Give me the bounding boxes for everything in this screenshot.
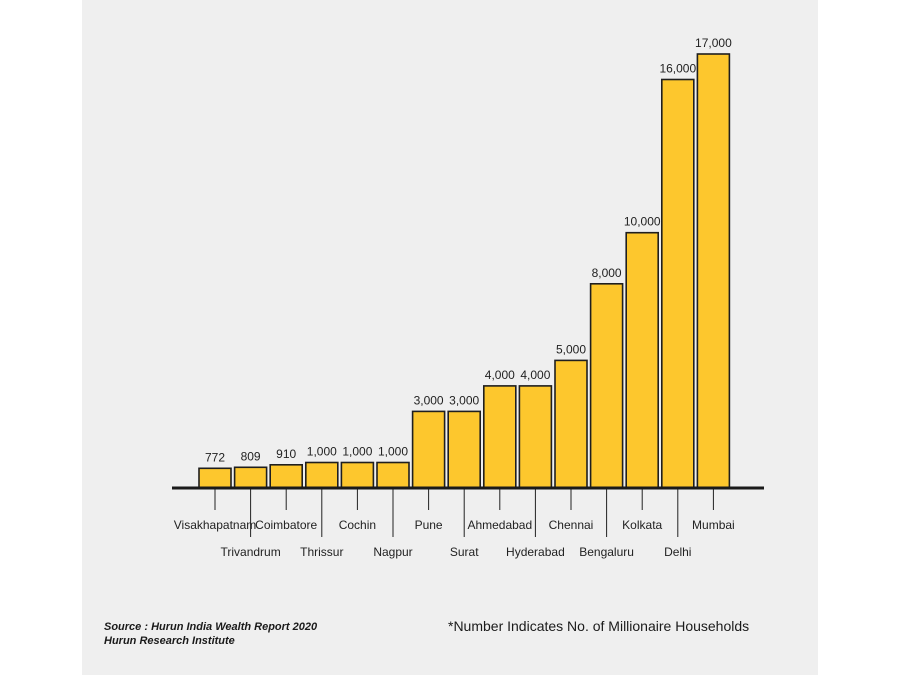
- category-label-thrissur: Thrissur: [300, 545, 343, 559]
- bar-kolkata: [625, 231, 660, 489]
- bar-delhi: [660, 78, 695, 489]
- category-label-nagpur: Nagpur: [373, 545, 412, 559]
- category-label-ahmedabad: Ahmedabad: [467, 518, 532, 532]
- category-label-coimbatore: Coimbatore: [255, 518, 317, 532]
- category-label-hyderabad: Hyderabad: [506, 545, 565, 559]
- value-label-hyderabad: 4,000: [520, 368, 550, 382]
- value-label-surat: 3,000: [449, 393, 479, 407]
- value-label-kolkata: 10,000: [624, 215, 661, 229]
- value-label-nagpur: 1,000: [378, 445, 408, 459]
- source-line-2: Hurun Research Institute: [104, 635, 235, 647]
- value-label-mumbai: 17,000: [695, 36, 732, 50]
- value-label-thrissur: 1,000: [307, 445, 337, 459]
- category-label-pune: Pune: [415, 518, 443, 532]
- value-label-trivandrum: 809: [241, 449, 261, 463]
- bar-mumbai: [696, 53, 731, 489]
- bar-pune: [411, 410, 446, 489]
- value-label-pune: 3,000: [414, 393, 444, 407]
- value-label-chennai: 5,000: [556, 342, 586, 356]
- source-line-1: Source : Hurun India Wealth Report 2020: [104, 621, 318, 633]
- bar-trivandrum: [233, 466, 268, 489]
- footnote: *Number Indicates No. of Millionaire Hou…: [448, 618, 750, 634]
- bar-coimbatore: [269, 463, 304, 489]
- value-label-cochin: 1,000: [342, 445, 372, 459]
- chart-panel: [82, 0, 818, 675]
- value-label-bengaluru: 8,000: [592, 266, 622, 280]
- bar-bengaluru: [589, 282, 624, 489]
- category-label-trivandrum: Trivandrum: [220, 545, 280, 559]
- bar-visakhapatnam: [198, 467, 232, 489]
- bar-cochin: [340, 461, 375, 489]
- value-label-ahmedabad: 4,000: [485, 368, 515, 382]
- category-label-chennai: Chennai: [549, 518, 594, 532]
- category-label-mumbai: Mumbai: [692, 518, 735, 532]
- bar-nagpur: [376, 461, 410, 489]
- bar-hyderabad: [518, 385, 553, 489]
- value-label-coimbatore: 910: [276, 447, 296, 461]
- bar-surat: [447, 410, 482, 489]
- value-label-visakhapatnam: 772: [205, 450, 225, 464]
- source-citation: Source : Hurun India Wealth Report 2020 …: [104, 620, 317, 648]
- category-label-kolkata: Kolkata: [622, 518, 662, 532]
- category-label-cochin: Cochin: [339, 518, 376, 532]
- category-label-surat: Surat: [450, 545, 479, 559]
- bar-thrissur: [304, 461, 339, 489]
- bar-chennai: [554, 359, 588, 489]
- value-label-delhi: 16,000: [659, 62, 696, 76]
- category-label-bengaluru: Bengaluru: [579, 545, 634, 559]
- category-label-delhi: Delhi: [664, 545, 691, 559]
- category-label-visakhapatnam: Visakhapatnam: [174, 518, 257, 532]
- bar-ahmedabad: [482, 385, 517, 489]
